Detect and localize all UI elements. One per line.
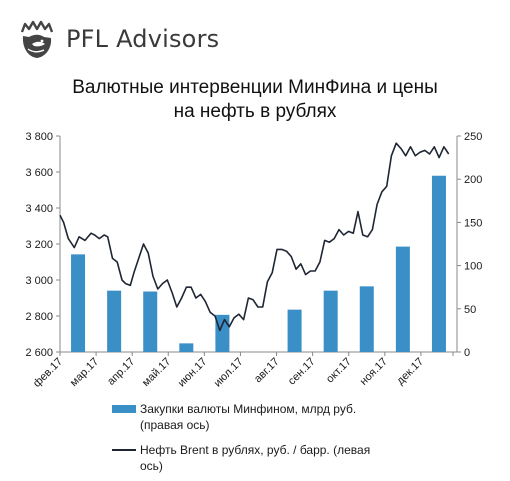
right-tick-label: 150 xyxy=(464,217,482,229)
brand-logo: PFL Advisors xyxy=(14,16,219,62)
x-tick-label: авг.17 xyxy=(252,356,282,386)
bar-апр.17 xyxy=(143,291,158,352)
right-tick-label: 50 xyxy=(464,304,476,316)
chart-legend: Закупки валюты Минфином, млрд руб. (прав… xyxy=(112,401,390,474)
left-tick-label: 2 800 xyxy=(25,311,53,323)
left-tick-label: 3 600 xyxy=(25,167,53,179)
bar-авг.17 xyxy=(287,309,302,352)
x-tick-label: сен.17 xyxy=(286,356,318,388)
legend-label-line: Нефть Brent в рублях, руб. / барр. (лева… xyxy=(140,443,371,473)
right-tick-label: 100 xyxy=(464,261,482,273)
bar-июн.17 xyxy=(215,314,230,352)
left-tick-label: 3 400 xyxy=(25,203,53,215)
right-tick-label: 250 xyxy=(464,131,482,143)
x-tick-label: май.17 xyxy=(140,356,173,389)
brent-price-line xyxy=(59,142,450,332)
chart-title-line-1: Валютные интервенции МинФина и цены xyxy=(72,77,438,98)
chart-title-line-2: на нефть в рублях xyxy=(173,101,337,122)
bar-сен.17 xyxy=(323,290,338,352)
legend-item-bars: Закупки валюты Минфином, млрд руб. (прав… xyxy=(112,401,390,433)
bar-мар.17 xyxy=(107,290,122,352)
x-tick-label: апр.17 xyxy=(105,356,137,388)
legend-swatch-line xyxy=(112,449,136,451)
chart-title: Валютные интервенции МинФина и цены на н… xyxy=(0,76,510,124)
bar-май.17 xyxy=(179,343,194,352)
bar-окт.17 xyxy=(359,286,374,352)
right-tick-label: 0 xyxy=(464,347,470,359)
legend-item-line: Нефть Brent в рублях, руб. / барр. (лева… xyxy=(112,442,390,474)
right-tick-label: 200 xyxy=(464,174,482,186)
left-tick-label: 3 200 xyxy=(25,239,53,251)
x-tick-label: окт.17 xyxy=(324,356,354,386)
lion-crest-icon xyxy=(20,20,54,58)
left-tick-label: 3 000 xyxy=(25,275,53,287)
brand-name: PFL Advisors xyxy=(66,25,220,53)
x-tick-label: июл.17 xyxy=(212,356,246,390)
bar-фев.17 xyxy=(71,254,86,352)
x-tick-label: июн.17 xyxy=(176,356,210,390)
x-tick-label: фев.17 xyxy=(31,356,65,390)
bar-ноя.17 xyxy=(395,246,410,352)
legend-label-bars: Закупки валюты Минфином, млрд руб. (прав… xyxy=(140,402,357,432)
left-tick-label: 2 600 xyxy=(25,347,53,359)
legend-swatch-bars xyxy=(112,405,136,413)
x-tick-label: мар.17 xyxy=(68,356,101,389)
bar-дек.17 xyxy=(431,175,446,352)
x-tick-label: ноя.17 xyxy=(358,356,390,388)
x-tick-label: дек.17 xyxy=(394,356,426,388)
left-tick-label: 3 800 xyxy=(25,131,53,143)
